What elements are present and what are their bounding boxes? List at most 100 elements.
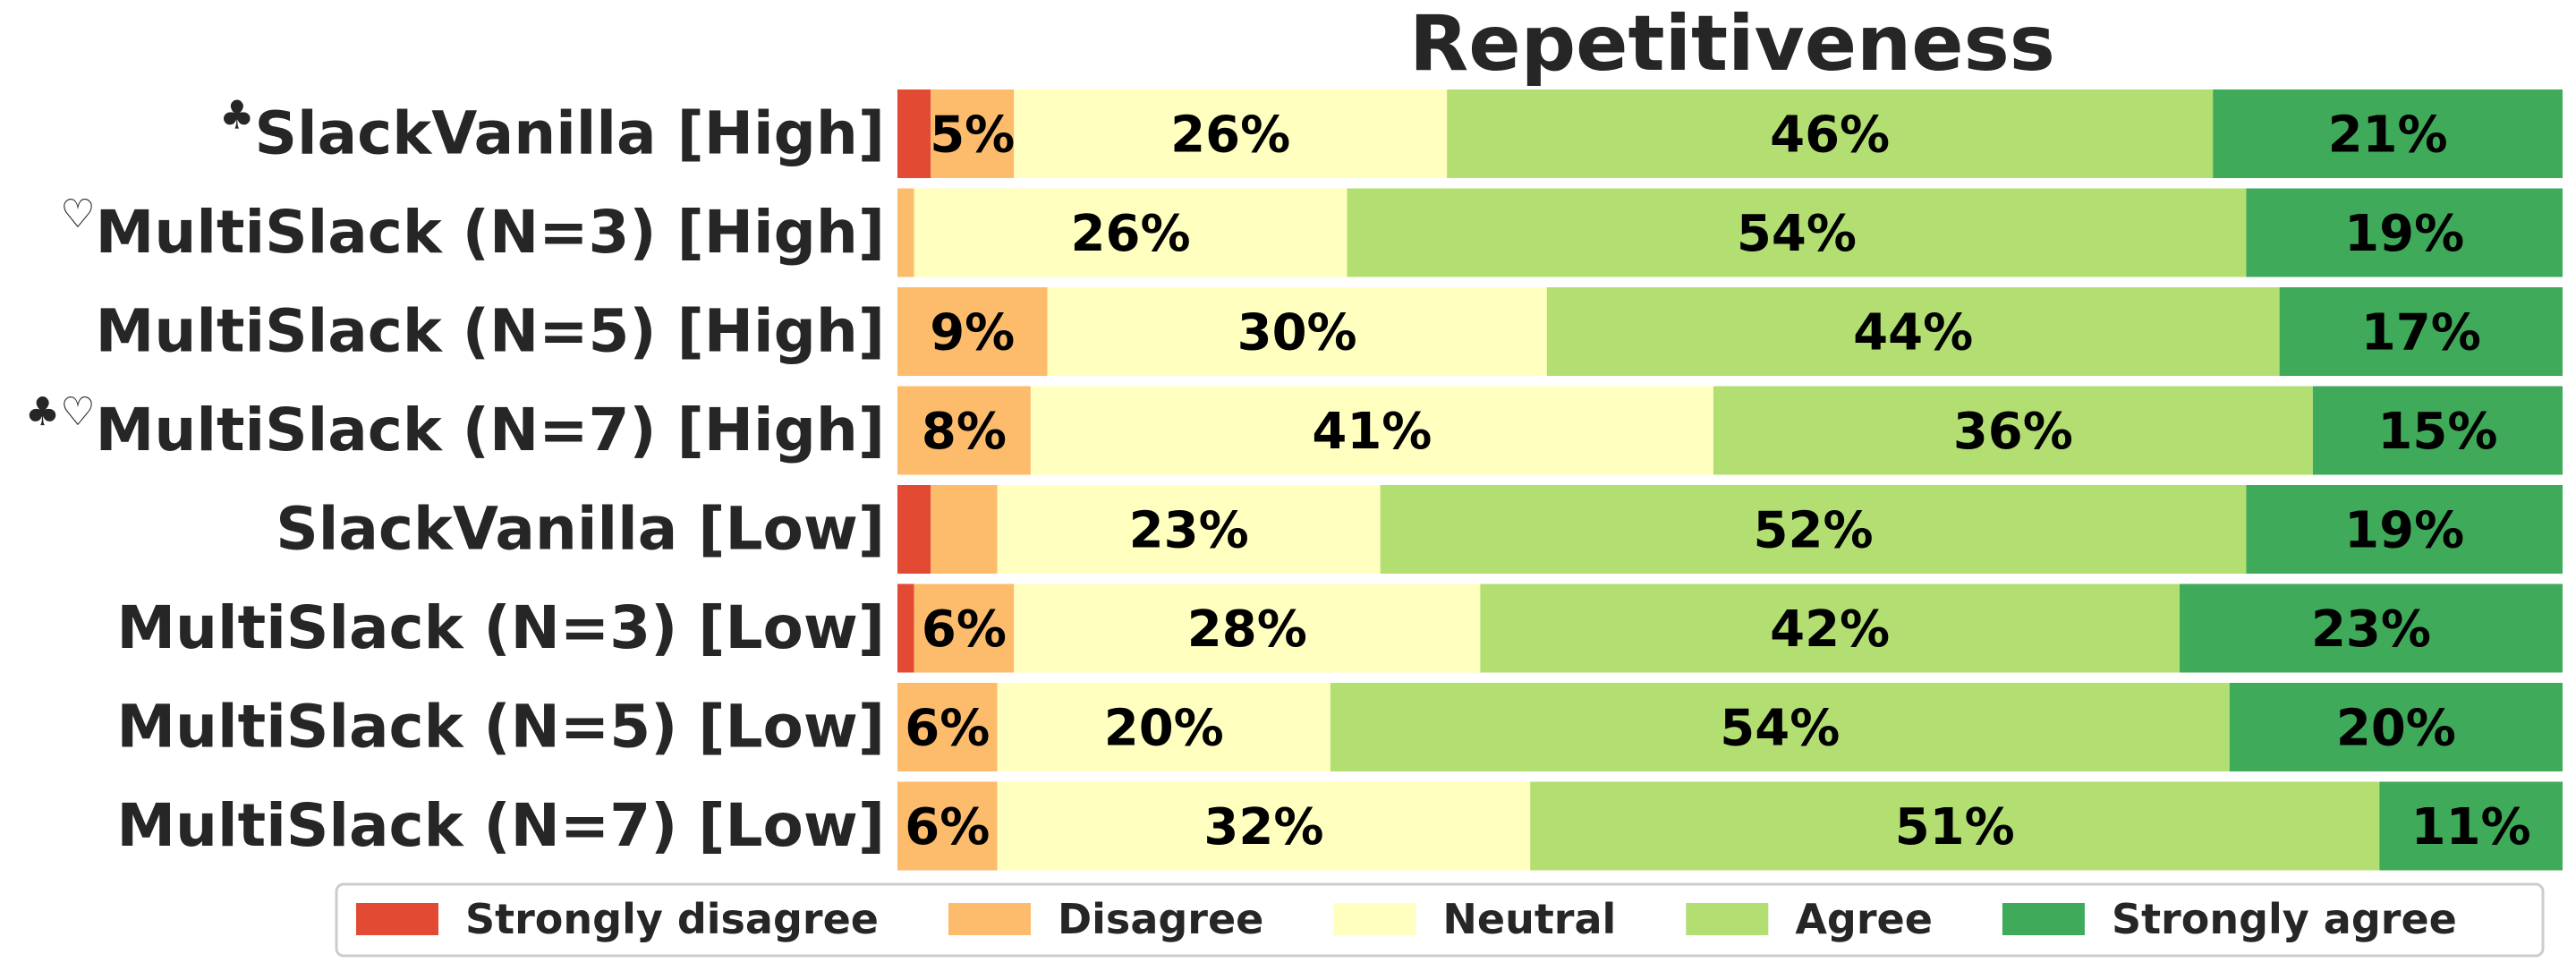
row-label: SlackVanilla [Low] — [276, 495, 885, 564]
bar-segment — [2229, 683, 2563, 771]
data-label: 32% — [1203, 798, 1323, 856]
data-label: 20% — [2336, 700, 2456, 758]
legend-label: Neutral — [1442, 895, 1616, 943]
legend-swatch — [2002, 903, 2085, 935]
bar-segment — [897, 188, 914, 277]
bar-row: ♣♡MultiSlack (N=7) [High] 8% 41% 36% 15% — [25, 386, 2563, 475]
data-label: 23% — [1129, 502, 1249, 560]
bar-row: MultiSlack (N=7) [Low] 6% 32% 51% 11% — [116, 781, 2563, 871]
data-label: 26% — [1170, 106, 1290, 165]
data-label: 20% — [1104, 700, 1224, 758]
row-label-text: SlackVanilla [High] — [254, 99, 885, 168]
data-label: 42% — [1770, 600, 1890, 659]
data-label: 41% — [1312, 403, 1432, 461]
chart-title: Repetitiveness — [1409, 0, 2055, 89]
legend-label: Strongly disagree — [465, 895, 879, 943]
bar-segment — [1480, 583, 2180, 673]
bar-segment — [1014, 583, 1481, 673]
bar-segment — [931, 89, 1015, 178]
bar-row: ♣SlackVanilla [High] 5% 26% 46% 21% — [219, 89, 2563, 178]
data-label: 15% — [2377, 403, 2497, 461]
row-label: ♣SlackVanilla [High] — [219, 93, 885, 168]
data-label: 5% — [930, 106, 1015, 165]
data-label: 52% — [1754, 502, 1874, 560]
bar-segment — [914, 583, 1015, 673]
bar-segment — [1546, 287, 2280, 376]
row-label-text: MultiSlack (N=3) [High] — [96, 198, 885, 267]
legend-swatch — [356, 903, 438, 935]
legend-swatch — [948, 903, 1031, 935]
legend-item: Disagree — [948, 895, 1263, 943]
bar-row: MultiSlack (N=5) [High] 9% 30% 44% 17% — [96, 287, 2563, 376]
legend-item: Neutral — [1333, 895, 1616, 943]
bar-segment — [897, 485, 931, 574]
bar-segment — [997, 683, 1331, 771]
bar-segment — [1014, 89, 1448, 178]
row-label: MultiSlack (N=7) [Low] — [116, 791, 885, 860]
bar-segment — [2312, 386, 2563, 475]
legend-item: Strongly disagree — [356, 895, 879, 943]
data-label: 9% — [930, 304, 1015, 362]
bar-segment — [1380, 485, 2247, 574]
bar-segment — [914, 188, 1348, 277]
bar-segment — [897, 386, 1031, 475]
bar-segment — [997, 781, 1531, 871]
data-label: 21% — [2328, 106, 2448, 165]
data-label: 54% — [1720, 700, 1840, 758]
bar-segment — [2379, 781, 2563, 871]
row-marker: ♣♡ — [25, 389, 96, 435]
data-label: 23% — [2311, 600, 2431, 659]
data-label: 11% — [2411, 798, 2531, 856]
bar-segment — [1330, 683, 2230, 771]
row-label-text: MultiSlack (N=7) [High] — [96, 396, 885, 464]
data-label: 17% — [2361, 304, 2481, 362]
bar-segment — [2246, 188, 2563, 277]
row-marker: ♣ — [219, 93, 254, 139]
data-label: 8% — [922, 403, 1007, 461]
bar-row: ♡MultiSlack (N=3) [High] 26% 54% 19% — [60, 188, 2563, 277]
data-label: 19% — [2344, 205, 2464, 263]
bar-row: MultiSlack (N=3) [Low] 6% 28% 42% 23% — [116, 583, 2563, 673]
legend-label: Strongly agree — [2112, 895, 2457, 943]
row-label: MultiSlack (N=3) [Low] — [116, 593, 885, 662]
legend-item: Agree — [1686, 895, 1933, 943]
legend-frame — [335, 882, 2545, 958]
data-label: 54% — [1737, 205, 1857, 263]
bar-segment — [1530, 781, 2380, 871]
bar-rows: ♣SlackVanilla [High] 5% 26% 46% 21%♡MultiSla… — [25, 89, 2563, 871]
bar-segment — [2279, 287, 2563, 376]
bar-segment — [2179, 583, 2563, 673]
data-label: 6% — [905, 700, 990, 758]
bar-segment — [1047, 287, 1547, 376]
row-label: ♡MultiSlack (N=3) [High] — [60, 192, 885, 267]
bar-segment — [1030, 386, 1713, 475]
bar-segment — [1347, 188, 2247, 277]
data-label: 36% — [1953, 403, 2073, 461]
row-label: MultiSlack (N=5) [High] — [96, 297, 885, 366]
bar-segment — [1713, 386, 2313, 475]
data-label: 28% — [1187, 600, 1307, 659]
legend: Strongly disagree Disagree Neutral Agree Str… — [335, 882, 2545, 958]
data-label: 44% — [1853, 304, 1973, 362]
bar-segment — [2213, 89, 2563, 178]
row-label: ♣♡MultiSlack (N=7) [High] — [25, 389, 885, 464]
bar-segment — [1447, 89, 2214, 178]
data-label: 51% — [1895, 798, 2015, 856]
legend-label: Agree — [1795, 895, 1933, 943]
data-label: 6% — [922, 600, 1007, 659]
bar-segment — [931, 485, 998, 574]
bar-segment — [997, 485, 1381, 574]
legend-swatch — [1333, 903, 1416, 935]
bar-row: MultiSlack (N=5) [Low] 6% 20% 54% 20% — [116, 683, 2563, 771]
legend-swatch — [1686, 903, 1769, 935]
data-label: 26% — [1071, 205, 1191, 263]
bar-segment — [2246, 485, 2563, 574]
bar-segment — [897, 583, 914, 673]
bar-row: SlackVanilla [Low] 23% 52% 19% — [276, 485, 2563, 574]
bar-segment — [897, 287, 1048, 376]
legend-item: Strongly agree — [2002, 895, 2457, 943]
bar-segment — [897, 781, 998, 871]
legend-label: Disagree — [1058, 895, 1263, 943]
data-label: 6% — [905, 798, 990, 856]
